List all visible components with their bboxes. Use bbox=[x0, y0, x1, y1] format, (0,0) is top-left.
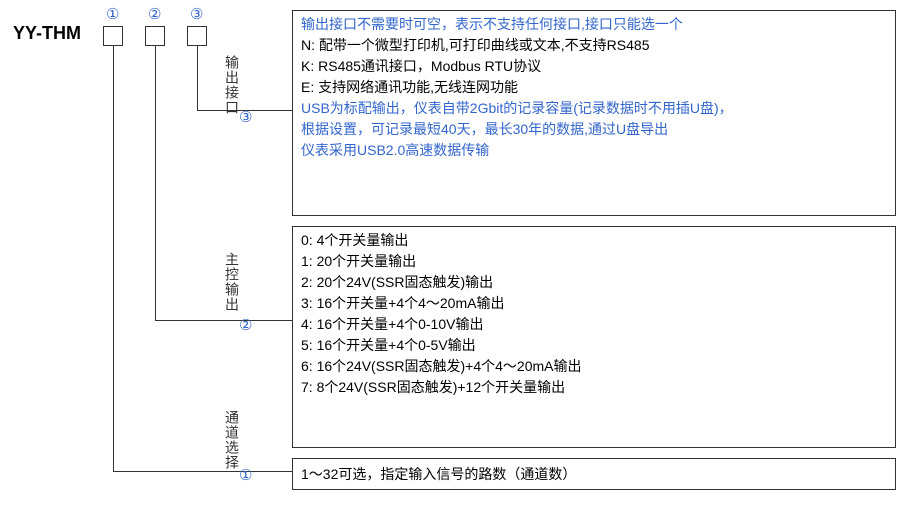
panel3-line-e: E: 支持网络通讯功能,无线连网功能 bbox=[301, 77, 887, 98]
placeholder-box-2 bbox=[145, 26, 165, 46]
panel2-l6: 6: 16个24V(SSR固态触发)+4个4～20mA输出 bbox=[301, 356, 887, 377]
panel3-usb3: 仪表采用USB2.0高速数据传输 bbox=[301, 140, 887, 161]
panel3-usb1: USB为标配输出，仪表自带2Gbit的记录容量(记录数据时不用插U盘)， bbox=[301, 98, 887, 119]
circle-2-label: ② bbox=[239, 316, 252, 334]
panel-output-interface: 输出接口不需要时可空，表示不支持任何接口,接口只能选一个 N: 配带一个微型打印… bbox=[292, 10, 896, 216]
connector-v1 bbox=[113, 46, 114, 472]
placeholder-box-1 bbox=[103, 26, 123, 46]
diagram-root: YY-THM ① ② ③ 输出接口 主控输出 通道选择 ③ ② ① 输出接口不需… bbox=[0, 0, 924, 511]
panel-channel-select: 1～32可选，指定输入信号的路数（通道数） bbox=[292, 458, 896, 490]
connector-h2 bbox=[155, 320, 292, 321]
panel2-l4: 4: 16个开关量+4个0-10V输出 bbox=[301, 314, 887, 335]
label-main-control-output: 主控输出 bbox=[222, 252, 242, 312]
panel3-line-k: K: RS485通讯接口，Modbus RTU协议 bbox=[301, 56, 887, 77]
label-output-interface: 输出接口 bbox=[222, 55, 242, 115]
circle-3-top: ③ bbox=[190, 5, 203, 23]
circle-1-label: ① bbox=[239, 466, 252, 484]
panel2-l0: 0: 4个开关量输出 bbox=[301, 230, 887, 251]
connector-v2 bbox=[155, 46, 156, 321]
panel2-l3: 3: 16个开关量+4个4～20mA输出 bbox=[301, 293, 887, 314]
circle-2-top: ② bbox=[148, 5, 161, 23]
placeholder-box-3 bbox=[187, 26, 207, 46]
panel1-text: 1～32可选，指定输入信号的路数（通道数） bbox=[301, 464, 576, 485]
label-channel-select: 通道选择 bbox=[222, 410, 242, 470]
circle-3-label: ③ bbox=[239, 108, 252, 126]
panel3-note-top: 输出接口不需要时可空，表示不支持任何接口,接口只能选一个 bbox=[301, 14, 887, 35]
panel2-l2: 2: 20个24V(SSR固态触发)输出 bbox=[301, 272, 887, 293]
panel2-l1: 1: 20个开关量输出 bbox=[301, 251, 887, 272]
connector-h1 bbox=[113, 471, 292, 472]
circle-1-top: ① bbox=[106, 5, 119, 23]
model-prefix: YY-THM bbox=[13, 23, 81, 44]
panel3-usb2: 根据设置，可记录最短40天，最长30年的数据,通过U盘导出 bbox=[301, 119, 887, 140]
panel2-l7: 7: 8个24V(SSR固态触发)+12个开关量输出 bbox=[301, 377, 887, 398]
panel3-line-n: N: 配带一个微型打印机,可打印曲线或文本,不支持RS485 bbox=[301, 35, 887, 56]
panel-main-control-output: 0: 4个开关量输出 1: 20个开关量输出 2: 20个24V(SSR固态触发… bbox=[292, 226, 896, 448]
connector-v3 bbox=[197, 46, 198, 111]
panel2-l5: 5: 16个开关量+4个0-5V输出 bbox=[301, 335, 887, 356]
